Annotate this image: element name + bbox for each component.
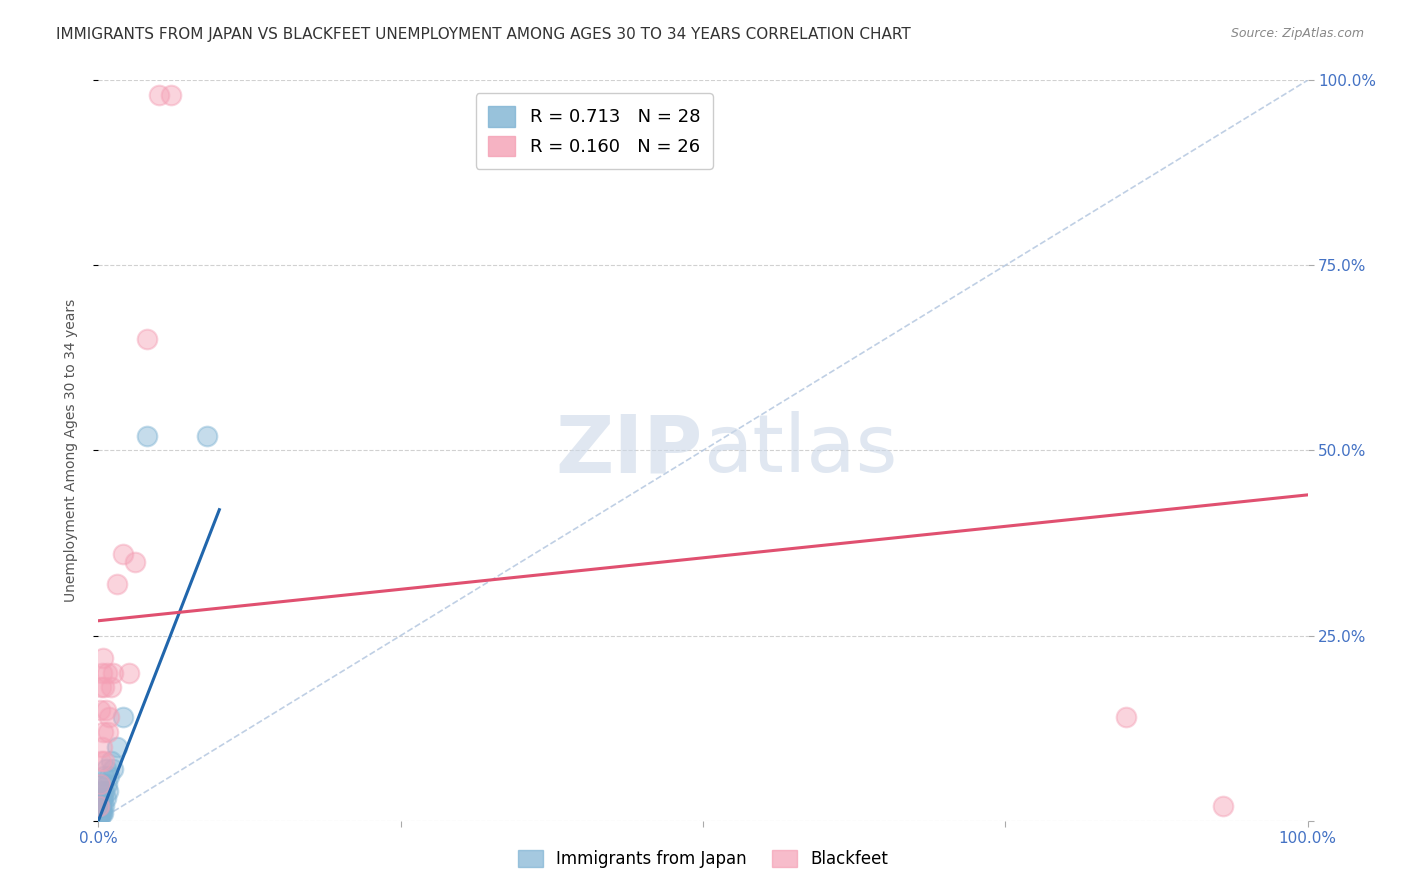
Immigrants from Japan <box>94 791 117 805</box>
Immigrants from Japan <box>111 710 134 724</box>
Legend: R = 0.713   N = 28, R = 0.160   N = 26: R = 0.713 N = 28, R = 0.160 N = 26 <box>475 93 713 169</box>
Text: atlas: atlas <box>703 411 897 490</box>
Immigrants from Japan <box>93 784 115 798</box>
Blackfeet <box>90 681 112 695</box>
Immigrants from Japan <box>94 762 117 776</box>
Immigrants from Japan <box>93 798 115 813</box>
Blackfeet <box>90 755 112 769</box>
Immigrants from Japan <box>91 806 114 821</box>
Blackfeet <box>1115 710 1137 724</box>
Immigrants from Japan <box>93 769 115 783</box>
Blackfeet <box>101 665 124 680</box>
Blackfeet <box>118 665 141 680</box>
Blackfeet <box>124 555 146 569</box>
Blackfeet <box>93 755 115 769</box>
Immigrants from Japan <box>105 739 128 754</box>
Y-axis label: Unemployment Among Ages 30 to 34 years: Unemployment Among Ages 30 to 34 years <box>63 299 77 602</box>
Blackfeet <box>89 776 111 791</box>
Immigrants from Japan <box>98 769 121 783</box>
Blackfeet <box>1212 798 1234 813</box>
Blackfeet <box>111 547 134 561</box>
Legend: Immigrants from Japan, Blackfeet: Immigrants from Japan, Blackfeet <box>512 843 894 875</box>
Immigrants from Japan <box>87 806 110 821</box>
Immigrants from Japan <box>89 806 111 821</box>
Immigrants from Japan <box>91 798 114 813</box>
Immigrants from Japan <box>91 791 114 805</box>
Blackfeet <box>96 665 118 680</box>
Immigrants from Japan <box>91 776 114 791</box>
Blackfeet <box>91 665 114 680</box>
Blackfeet <box>148 88 170 103</box>
Text: Source: ZipAtlas.com: Source: ZipAtlas.com <box>1230 27 1364 40</box>
Blackfeet <box>89 703 111 717</box>
Blackfeet <box>87 798 110 813</box>
Blackfeet <box>94 703 117 717</box>
Blackfeet <box>105 576 128 591</box>
Blackfeet <box>97 724 120 739</box>
Immigrants from Japan <box>89 798 111 813</box>
Immigrants from Japan <box>195 428 218 442</box>
Immigrants from Japan <box>89 810 111 824</box>
Immigrants from Japan <box>90 806 112 821</box>
Immigrants from Japan <box>97 784 120 798</box>
Blackfeet <box>91 650 114 665</box>
Blackfeet <box>100 681 122 695</box>
Blackfeet <box>135 332 157 346</box>
Blackfeet <box>160 88 183 103</box>
Text: ZIP: ZIP <box>555 411 703 490</box>
Immigrants from Japan <box>90 798 112 813</box>
Immigrants from Japan <box>89 791 111 805</box>
Immigrants from Japan <box>101 762 124 776</box>
Blackfeet <box>93 681 115 695</box>
Immigrants from Japan <box>135 428 157 442</box>
Immigrants from Japan <box>100 755 122 769</box>
Text: IMMIGRANTS FROM JAPAN VS BLACKFEET UNEMPLOYMENT AMONG AGES 30 TO 34 YEARS CORREL: IMMIGRANTS FROM JAPAN VS BLACKFEET UNEMP… <box>56 27 911 42</box>
Immigrants from Japan <box>91 791 114 805</box>
Immigrants from Japan <box>90 784 112 798</box>
Blackfeet <box>98 710 121 724</box>
Immigrants from Japan <box>96 776 118 791</box>
Blackfeet <box>91 739 114 754</box>
Immigrants from Japan <box>91 806 114 821</box>
Blackfeet <box>91 724 114 739</box>
